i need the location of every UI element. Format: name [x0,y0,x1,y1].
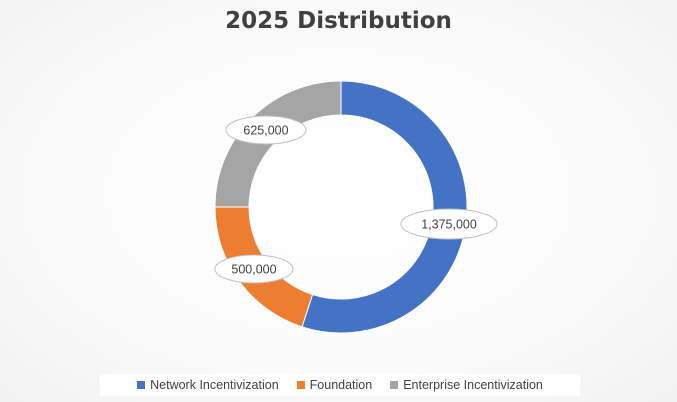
data-label-text: 625,000 [243,124,288,138]
legend-item-1: Network Incentivization [137,378,279,392]
legend-label: Foundation [309,378,373,392]
legend-swatch [390,381,399,389]
data-label-2: 500,000 [214,254,294,284]
legend: Network Incentivization Foundation Enterpr… [100,374,580,396]
donut-slice-3 [214,80,342,208]
data-label-1: 1,375,000 [400,208,498,240]
legend-item-2: Foundation [296,378,373,392]
legend-swatch [296,381,305,389]
chart-title: 2025 Distribution [225,8,452,34]
donut-slice-1 [301,80,468,334]
legend-label: Enterprise Incentivization [403,378,543,392]
legend-item-3: Enterprise Incentivization [390,378,543,392]
data-label-text: 1,375,000 [421,218,477,232]
legend-label: Network Incentivization [150,378,279,392]
data-label-3: 625,000 [225,115,307,145]
data-label-text: 500,000 [231,263,276,277]
legend-swatch [137,381,146,389]
